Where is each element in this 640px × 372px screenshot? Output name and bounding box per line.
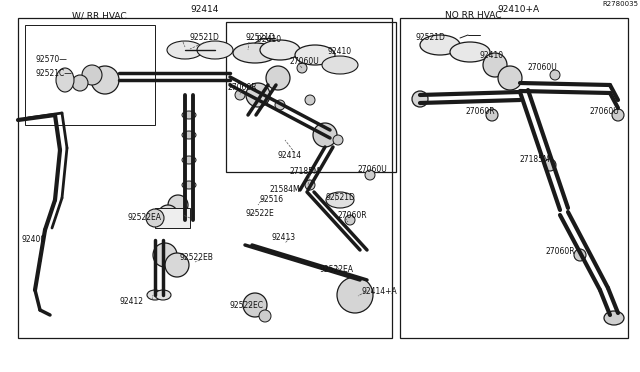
Text: 27060U: 27060U (590, 108, 620, 116)
Text: 27060U: 27060U (358, 166, 388, 174)
Circle shape (544, 159, 556, 171)
Text: 21584M: 21584M (270, 186, 301, 195)
Ellipse shape (182, 181, 196, 189)
Text: — 92410: — 92410 (247, 35, 281, 45)
Ellipse shape (246, 83, 270, 107)
Ellipse shape (266, 66, 290, 90)
Text: 92413: 92413 (272, 232, 296, 241)
Ellipse shape (91, 66, 119, 94)
Ellipse shape (147, 290, 163, 300)
Ellipse shape (260, 40, 300, 60)
Circle shape (574, 249, 586, 261)
Ellipse shape (412, 91, 428, 107)
Text: 92522EA: 92522EA (320, 266, 354, 275)
Text: 92414: 92414 (191, 5, 219, 14)
Circle shape (550, 70, 560, 80)
Text: 27060R: 27060R (228, 83, 258, 93)
Text: 27060U: 27060U (290, 58, 320, 67)
Text: 92414+A: 92414+A (362, 288, 397, 296)
Ellipse shape (233, 43, 277, 63)
Ellipse shape (337, 277, 373, 313)
Text: 92521D: 92521D (416, 33, 446, 42)
Bar (155, 208, 190, 228)
Text: 92521D: 92521D (246, 33, 276, 42)
Circle shape (486, 109, 498, 121)
Ellipse shape (56, 68, 74, 92)
Text: NO RR HVAC: NO RR HVAC (445, 11, 502, 20)
Ellipse shape (82, 65, 102, 85)
Text: 27060U: 27060U (528, 64, 557, 73)
Circle shape (345, 215, 355, 225)
Text: 92522EC: 92522EC (230, 301, 264, 310)
Circle shape (235, 90, 245, 100)
Ellipse shape (168, 195, 188, 215)
Text: 92522E: 92522E (246, 208, 275, 218)
Ellipse shape (295, 45, 335, 65)
Text: 92521D: 92521D (325, 192, 355, 202)
Ellipse shape (146, 209, 164, 227)
Circle shape (305, 180, 315, 190)
Ellipse shape (182, 111, 196, 119)
Ellipse shape (243, 293, 267, 317)
Ellipse shape (604, 311, 624, 325)
Text: 92570—: 92570— (35, 55, 67, 64)
Ellipse shape (322, 56, 358, 74)
Ellipse shape (498, 66, 522, 90)
Circle shape (259, 310, 271, 322)
Ellipse shape (72, 75, 88, 91)
Ellipse shape (483, 53, 507, 77)
Ellipse shape (326, 192, 354, 208)
Ellipse shape (450, 42, 490, 62)
Text: 92400: 92400 (22, 235, 46, 244)
Text: W/ RR HVAC: W/ RR HVAC (72, 11, 127, 20)
Circle shape (612, 109, 624, 121)
Text: 27185M: 27185M (520, 155, 550, 164)
Text: 92521D: 92521D (190, 33, 220, 42)
Circle shape (297, 63, 307, 73)
Text: 92521C—: 92521C— (35, 68, 72, 77)
Circle shape (275, 100, 285, 110)
Text: 27060R: 27060R (465, 108, 495, 116)
Bar (400, 18, 628, 338)
Text: R2780035: R2780035 (603, 1, 639, 7)
Text: 92414: 92414 (278, 151, 302, 160)
Text: 92410: 92410 (480, 51, 504, 60)
Text: 92522EB: 92522EB (179, 253, 213, 263)
Bar (18, 18, 392, 338)
Bar (226, 22, 396, 172)
Circle shape (333, 135, 343, 145)
Ellipse shape (167, 41, 203, 59)
Ellipse shape (420, 35, 460, 55)
Ellipse shape (155, 290, 171, 300)
Ellipse shape (182, 131, 196, 139)
Text: 92522EA: 92522EA (127, 214, 161, 222)
Ellipse shape (313, 123, 337, 147)
Text: 27060R: 27060R (545, 247, 575, 257)
Circle shape (365, 170, 375, 180)
Text: 27060R: 27060R (338, 211, 367, 219)
Text: 92412: 92412 (120, 298, 144, 307)
Text: 92410: 92410 (328, 48, 352, 57)
Ellipse shape (197, 41, 233, 59)
Text: 92516: 92516 (260, 196, 284, 205)
Ellipse shape (153, 243, 177, 267)
Ellipse shape (165, 253, 189, 277)
Ellipse shape (182, 156, 196, 164)
Circle shape (305, 95, 315, 105)
Text: 92410+A: 92410+A (497, 5, 540, 14)
Ellipse shape (158, 205, 178, 225)
Bar (25, 25, 155, 125)
Text: 27185M: 27185M (290, 167, 321, 176)
